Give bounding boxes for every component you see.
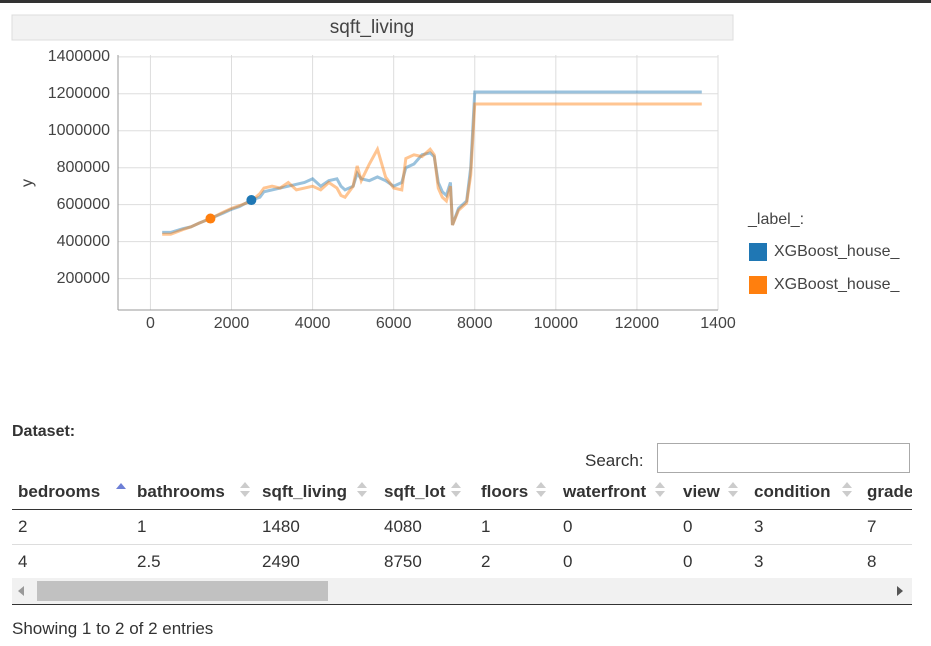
scroll-thumb[interactable]	[37, 581, 328, 601]
sort-icon	[357, 482, 367, 488]
y-tick-label: 600000	[57, 196, 110, 213]
sort-icon	[116, 483, 126, 489]
sort-icon	[655, 482, 665, 488]
search-label: Search:	[585, 451, 644, 470]
legend-swatch	[749, 276, 767, 294]
sort-icon	[728, 482, 738, 488]
x-tick-label: 12000	[615, 315, 660, 332]
chart-title: sqft_living	[330, 17, 415, 38]
legend-title: _label_:	[747, 211, 804, 228]
dataset-title: Dataset:	[12, 423, 76, 440]
data-table: bedrooms bathrooms sqft_living sqft_lot floo…	[12, 478, 912, 578]
sort-icon	[536, 491, 546, 497]
column-header[interactable]: bathrooms	[137, 482, 225, 501]
y-axis-label: y	[19, 179, 36, 187]
table-cell: 3	[754, 517, 764, 536]
x-tick-label: 1400	[700, 315, 736, 332]
table-cell: 3	[754, 552, 764, 571]
y-tick-label: 800000	[57, 159, 110, 176]
sort-icon	[728, 491, 738, 497]
table-cell: 4080	[384, 517, 422, 536]
observation-point	[205, 213, 216, 224]
table-cell: 1	[137, 517, 147, 536]
table-cell: 8750	[384, 552, 422, 571]
chart: sqft_living y _label_: 0 2000 4000 6000 8000…	[11, 14, 901, 332]
y-tick-label: 1000000	[48, 122, 110, 139]
table-cell: 2490	[262, 552, 300, 571]
column-header[interactable]: condition	[754, 482, 831, 501]
sort-icon	[536, 482, 546, 488]
table-cell: 7	[867, 517, 877, 536]
column-header[interactable]: sqft_living	[262, 482, 348, 501]
series-line	[162, 102, 702, 236]
column-header[interactable]: view	[683, 482, 720, 501]
sort-icon	[842, 482, 852, 488]
table-cell: 2.5	[137, 552, 161, 571]
x-tick-label: 8000	[457, 315, 493, 332]
column-header[interactable]: floors	[481, 482, 529, 501]
table-cell: 1	[481, 517, 491, 536]
sort-icon	[655, 491, 665, 497]
x-tick-label: 2000	[214, 315, 250, 332]
scroll-left[interactable]	[18, 586, 24, 596]
sort-icon	[451, 491, 461, 497]
y-tick-label: 1400000	[48, 48, 110, 65]
column-header[interactable]: waterfront	[563, 482, 647, 501]
scroll-right[interactable]	[897, 586, 903, 596]
row-border	[12, 544, 912, 545]
plot-area	[118, 55, 718, 310]
series-line	[162, 90, 702, 234]
sort-icon	[240, 482, 250, 488]
x-tick-label: 10000	[534, 315, 579, 332]
x-tick-label: 4000	[295, 315, 331, 332]
y-tick-label: 200000	[57, 270, 110, 287]
sort-icon	[357, 491, 367, 497]
x-tick-label: 0	[146, 315, 155, 332]
table-cell: 0	[563, 552, 573, 571]
header-border	[12, 509, 912, 510]
table-cell: 0	[683, 517, 693, 536]
search-input[interactable]	[657, 443, 910, 473]
top-bar	[0, 0, 931, 3]
table-cell: 8	[867, 552, 877, 571]
table-cell: 1480	[262, 517, 300, 536]
table-cell: 4	[18, 552, 28, 571]
table-footer: Showing 1 to 2 of 2 entries	[12, 619, 214, 638]
title-strip	[11, 14, 734, 41]
y-tick-label: 1200000	[48, 85, 110, 102]
table-cell: 2	[18, 517, 28, 536]
table-cell: 2	[481, 552, 491, 571]
legend-label: XGBoost_house_	[774, 276, 901, 293]
column-header[interactable]: sqft_lot	[384, 482, 446, 501]
legend-label: XGBoost_house_	[774, 243, 901, 260]
sort-icon	[842, 491, 852, 497]
scrollbar	[12, 578, 912, 605]
legend-swatch	[749, 243, 767, 261]
observation-point	[246, 195, 257, 206]
sort-icon	[240, 491, 250, 497]
table-cell: 0	[683, 552, 693, 571]
column-header[interactable]: bedrooms	[18, 482, 101, 501]
column-header[interactable]: grade	[867, 482, 912, 501]
table-cell: 0	[563, 517, 573, 536]
sort-icon	[451, 482, 461, 488]
x-tick-label: 6000	[376, 315, 412, 332]
y-tick-label: 400000	[57, 233, 110, 250]
